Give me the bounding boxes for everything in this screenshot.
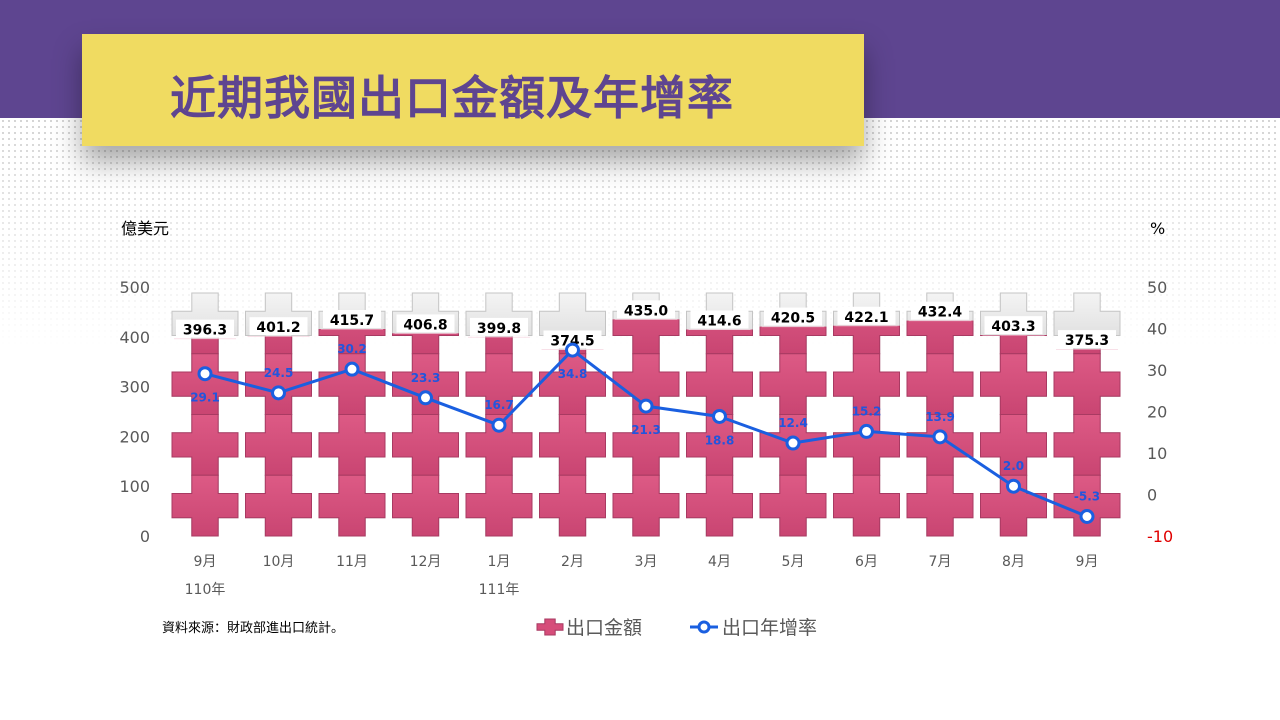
page-title: 近期我國出口金額及年增率 <box>170 71 734 125</box>
bar-value-label: 396.3 <box>183 323 227 339</box>
bar-value-label: 401.2 <box>256 320 300 336</box>
y-right-tick-label: 20 <box>1147 403 1167 422</box>
y-left-tick-label: 500 <box>119 278 150 297</box>
x-tick-label: 10月 <box>263 554 295 570</box>
x-tick-label: 1月 <box>488 554 511 570</box>
rate-value-label: 2.0 <box>1003 459 1024 473</box>
rate-point <box>712 408 727 424</box>
rate-value-label: 13.9 <box>925 410 955 424</box>
y-left-tick-label: 0 <box>140 527 150 546</box>
bar-label-box <box>470 317 528 336</box>
legend-marker-icon <box>697 620 711 634</box>
rate-point <box>344 361 360 377</box>
y-right-tick-label: 30 <box>1147 361 1167 380</box>
rate-value-label: 23.3 <box>411 371 441 385</box>
rate-point <box>491 417 507 433</box>
rate-value-label: 29.1 <box>190 391 220 405</box>
bar-label-box <box>176 319 234 338</box>
y-right-tick-label: 40 <box>1147 320 1167 339</box>
bar-value-label: 403.3 <box>991 319 1035 335</box>
bar-value-label: 415.7 <box>330 313 374 329</box>
bar-value-label: 422.1 <box>844 310 888 326</box>
bar-label-box <box>617 300 675 319</box>
x-tick-label: 3月 <box>635 554 658 570</box>
bar-value-label: 375.3 <box>1065 333 1109 349</box>
x-tick-label: 6月 <box>855 554 878 570</box>
bar <box>906 292 974 537</box>
rate-point <box>197 366 213 382</box>
bar-label-box <box>911 301 969 320</box>
bar-label-box <box>323 309 381 328</box>
x-tick-label: 7月 <box>929 554 952 570</box>
bar-label-box <box>984 316 1043 335</box>
x-tick-label: 12月 <box>410 554 442 570</box>
x-year-label: 111年 <box>479 582 520 598</box>
bar <box>1053 292 1121 537</box>
bar-label-box <box>837 306 896 325</box>
rate-point <box>932 429 948 445</box>
x-tick-label: 8月 <box>1002 554 1025 570</box>
y-left-tick-label: 100 <box>119 477 150 496</box>
legend-bar-icon <box>536 618 564 636</box>
rate-value-label: 18.8 <box>705 433 735 447</box>
x-year-label: 110年 <box>185 582 226 598</box>
bar-label-box <box>396 314 455 333</box>
bar-value-label: 406.8 <box>403 317 447 333</box>
rate-value-label: -5.3 <box>1074 489 1100 503</box>
bar-value-label: 399.8 <box>477 321 521 337</box>
rate-point <box>565 342 580 358</box>
rate-value-label: 15.2 <box>852 404 882 418</box>
y-left-tick-label: 400 <box>119 328 150 347</box>
rate-point <box>1006 478 1021 494</box>
y-left-tick-label: 200 <box>119 427 150 446</box>
legend-label: 出口金額 <box>566 617 642 639</box>
x-tick-label: 9月 <box>194 554 217 570</box>
x-tick-label: 4月 <box>708 554 731 570</box>
bar-label-box <box>249 317 308 336</box>
rate-value-label: 12.4 <box>778 416 808 430</box>
y-right-tick-label: 0 <box>1147 486 1157 505</box>
y-right-unit-label: % <box>1150 219 1165 238</box>
source-note: 資料來源：財政部進出口統計。 <box>162 621 345 636</box>
bar <box>318 292 386 537</box>
y-right-tick-label: 10 <box>1147 444 1167 463</box>
y-left-tick-label: 300 <box>119 378 150 397</box>
rate-point <box>785 435 801 451</box>
rate-value-label: 21.3 <box>631 423 661 437</box>
bar-value-label: 432.4 <box>918 305 963 321</box>
bar-label-box <box>764 307 822 326</box>
x-tick-label: 2月 <box>561 554 584 570</box>
rate-point <box>271 385 286 401</box>
bar-label-box <box>690 310 749 329</box>
bar-label-box <box>543 330 602 349</box>
rate-point <box>859 423 874 439</box>
bar-value-label: 435.0 <box>624 303 669 319</box>
y-left-unit-label: 億美元 <box>121 219 169 238</box>
x-tick-label: 9月 <box>1076 554 1099 570</box>
rate-value-label: 30.2 <box>337 342 367 356</box>
rate-value-label: 16.7 <box>484 398 514 412</box>
y-right-tick-label: -10 <box>1147 527 1173 546</box>
rate-point <box>638 398 654 414</box>
bar-value-label: 414.6 <box>697 314 741 330</box>
rate-value-label: 34.8 <box>558 367 588 381</box>
title-box: 近期我國出口金額及年增率 <box>82 34 864 146</box>
bar <box>539 292 606 537</box>
x-tick-label: 11月 <box>336 554 368 570</box>
bar <box>759 292 827 537</box>
rate-point <box>418 390 433 406</box>
bar-label-box <box>1058 330 1116 349</box>
x-tick-label: 5月 <box>782 554 805 570</box>
y-right-tick-label: 50 <box>1147 278 1167 297</box>
legend-label: 出口年增率 <box>722 617 817 639</box>
bar <box>612 292 680 537</box>
rate-value-label: 24.5 <box>264 366 294 380</box>
bar-value-label: 374.5 <box>550 333 594 349</box>
bar-value-label: 420.5 <box>771 311 815 327</box>
rate-point <box>1079 508 1095 524</box>
